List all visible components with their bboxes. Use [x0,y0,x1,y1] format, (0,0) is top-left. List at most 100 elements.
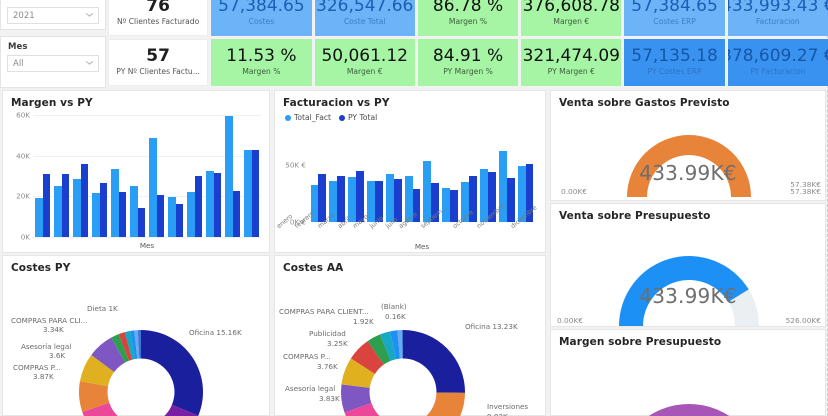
donut-slice[interactable] [390,330,400,360]
bar[interactable] [310,185,319,222]
bar[interactable] [450,190,459,222]
donut-slice[interactable] [91,337,125,373]
bar-group[interactable] [365,136,384,222]
bar[interactable] [34,198,43,237]
donut-slice[interactable] [124,330,136,360]
month-select[interactable]: All [7,55,99,72]
bar[interactable] [251,150,260,237]
gauge-venta-gastos[interactable]: 433.99K€ 0.00K€ 57.38K€ 57.38K€ [551,109,825,204]
bar[interactable] [356,170,364,222]
bar[interactable] [318,174,327,222]
bar-group[interactable] [109,115,128,237]
bar[interactable] [53,186,62,237]
bar-group[interactable] [166,115,185,237]
donut-slice[interactable] [79,354,115,387]
legend-item[interactable]: PY Total [339,113,377,122]
bar-group[interactable] [309,136,328,222]
bar[interactable] [156,194,165,237]
bar[interactable] [366,181,375,222]
bar[interactable] [393,179,402,222]
donut-costes-aa[interactable]: Oficina 13.23K Inversiones9.82K (Blank)0.1… [275,274,545,416]
legend-item[interactable]: Total_Fact [285,113,331,122]
donut-slice[interactable] [82,402,135,416]
donut-slice[interactable] [350,341,384,374]
kpi-card[interactable]: 50,061.12 Margen € [314,38,415,86]
bar[interactable] [243,149,252,237]
bar-group[interactable] [516,136,535,222]
donut-slice[interactable] [341,358,375,388]
kpi-card[interactable]: 378,609.27 €PY Facturacion [727,38,828,86]
bar[interactable] [194,176,203,237]
bar[interactable] [469,175,477,222]
gauge-venta-presupuesto[interactable]: 433.99K€ 0.00K€ 526.00K€ [551,222,825,330]
donut-slice[interactable] [403,330,465,393]
kpi-card[interactable]: 57,384.65 Costes [211,0,312,36]
bar-group[interactable] [90,115,109,237]
bar[interactable] [442,188,451,222]
bar[interactable] [337,175,346,222]
bar[interactable] [72,179,81,237]
bar-group[interactable] [71,115,90,237]
donut-slice[interactable] [134,330,140,359]
bar[interactable] [479,168,488,222]
donut-slice[interactable] [415,392,465,416]
bar-group[interactable] [441,136,460,222]
bar[interactable] [137,208,146,237]
bar-group[interactable] [242,115,261,237]
bar[interactable] [224,116,233,237]
bar[interactable] [404,175,413,222]
bar[interactable] [506,178,515,222]
bar[interactable] [80,164,89,237]
donut-slice[interactable] [341,384,372,413]
bar-group[interactable] [403,136,422,222]
bar-group[interactable] [347,136,366,222]
kpi-card[interactable]: 84.91 % PY Margen % [417,38,519,86]
donut-slice[interactable] [130,330,138,360]
bar[interactable] [348,176,357,222]
bar[interactable] [42,174,51,237]
kpi-card[interactable]: 76 Nº Clientes Facturado [108,0,209,36]
gauge-margen-presupuesto[interactable] [551,348,825,416]
bar[interactable] [99,183,108,237]
bar-group[interactable] [478,136,497,222]
bar-group[interactable] [384,136,403,222]
donut-slice[interactable] [111,334,129,363]
donut-slice[interactable] [79,381,110,412]
bar[interactable] [91,193,100,237]
bar[interactable] [385,174,394,222]
donut-slice[interactable] [397,330,403,359]
bar[interactable] [412,189,421,222]
bar[interactable] [431,183,440,222]
year-select[interactable]: 2021 [7,7,99,24]
bar[interactable] [205,170,214,237]
bar[interactable] [61,173,70,237]
donut-slice[interactable] [130,404,199,416]
bar[interactable] [374,181,383,222]
kpi-card[interactable]: 57,384.65 Costes ERP [624,0,725,36]
bar[interactable] [487,172,496,222]
kpi-card[interactable]: 57,135.18 PY Costes ERP [624,38,725,86]
bar[interactable] [517,166,526,222]
donut-slice[interactable] [344,403,386,416]
donut-slice[interactable] [137,330,141,359]
bar[interactable] [213,172,222,237]
kpi-card[interactable]: 326,547.66 Coste Total [314,0,415,36]
bar-group[interactable] [223,115,242,237]
bar-group[interactable] [52,115,71,237]
bar[interactable] [129,185,138,237]
bar[interactable] [118,192,127,237]
kpi-card[interactable]: 57 PY Nº Clientes Factu... [108,38,209,86]
donut-slice[interactable] [367,334,391,365]
bar-group[interactable] [128,115,147,237]
donut-slice[interactable] [118,332,133,361]
kpi-card[interactable]: 86.78 % Margen % [417,0,519,36]
chart-facturacion-vs-py[interactable]: 0K € 50K € enero febrero marzo abril mayo junio… [275,122,545,251]
chart-margen-vs-py[interactable]: 0K 20K 40K 60K Mes [3,109,269,250]
bar[interactable] [148,138,157,237]
bar-group[interactable] [497,136,516,222]
bar-group[interactable] [460,136,479,222]
bar[interactable] [175,204,184,237]
kpi-card[interactable]: 321,474.09 PY Margen € [521,38,622,86]
kpi-card[interactable]: 11.53 % Margen % [211,38,312,86]
bar-group[interactable] [204,115,223,237]
